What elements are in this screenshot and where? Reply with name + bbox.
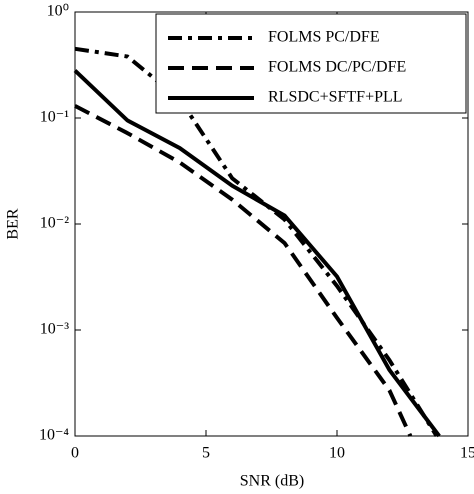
x-axis-label: SNR (dB)	[240, 473, 304, 490]
legend-box	[155, 13, 467, 114]
legend-label: FOLMS PC/DFE	[268, 29, 380, 46]
y-tick-label: 10⁻²	[40, 215, 69, 232]
x-tick-label: 5	[202, 445, 210, 462]
y-tick-label: 10⁻⁴	[39, 427, 69, 444]
y-tick-label: 10⁻¹	[40, 109, 69, 126]
y-axis-label: BER	[5, 208, 22, 239]
y-tick-label: 10⁻³	[40, 321, 69, 338]
legend-label: RLSDC+SFTF+PLL	[268, 89, 403, 106]
data-line	[73, 69, 441, 438]
y-tick-label: 10⁰	[47, 3, 69, 20]
x-tick-label: 0	[71, 445, 79, 462]
legend-label: FOLMS DC/PC/DFE	[268, 59, 406, 76]
x-tick-label: 10	[329, 445, 345, 462]
x-tick-label: 15	[460, 445, 474, 462]
data-line	[74, 104, 413, 437]
